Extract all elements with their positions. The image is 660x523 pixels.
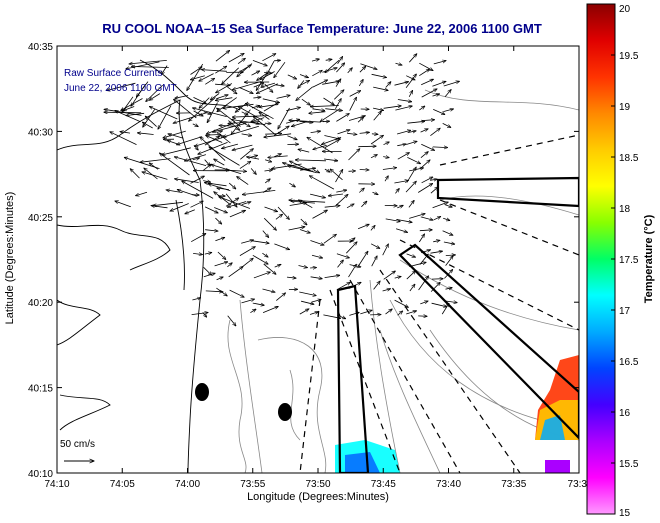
colorbar-tick-label: 18.5 xyxy=(619,153,639,164)
current-vector xyxy=(360,170,369,171)
y-tick-label: 40:15 xyxy=(28,384,53,395)
plot-area xyxy=(57,46,579,473)
x-tick-label: 74:00 xyxy=(175,479,200,490)
colorbar-tick-label: 17 xyxy=(619,306,631,317)
current-vector xyxy=(310,268,316,269)
y-tick-label: 40:30 xyxy=(28,127,53,138)
map-title: RU COOL NOAA–15 Sea Surface Temperature:… xyxy=(102,21,542,36)
colorbar-tick-label: 15.5 xyxy=(619,459,639,470)
current-vector xyxy=(372,134,378,135)
x-tick-label: 73:40 xyxy=(436,479,461,490)
y-tick-label: 40:35 xyxy=(28,42,53,53)
colorbar-tick-label: 18 xyxy=(619,204,631,215)
colorbar-tick-label: 20 xyxy=(619,4,631,15)
x-axis-label: Longitude (Degrees:Minutes) xyxy=(247,491,389,503)
x-tick-label: 74:05 xyxy=(110,479,135,490)
x-tick-label: 73:3 xyxy=(568,479,588,490)
y-tick-label: 40:25 xyxy=(28,213,53,224)
colorbar-tick-label: 17.5 xyxy=(619,255,639,266)
y-axis-label: Latitude (Degrees:Minutes) xyxy=(4,192,16,325)
colorbar-tick-label: 16.5 xyxy=(619,357,639,368)
scale-label: 50 cm/s xyxy=(60,439,95,450)
sst-patch-purple xyxy=(545,460,570,473)
buoy-marker-east xyxy=(278,403,292,421)
current-vector xyxy=(274,60,281,61)
current-vector xyxy=(323,121,330,122)
colorbar xyxy=(587,4,615,514)
x-tick-label: 74:10 xyxy=(44,479,69,490)
colorbar-tick-label: 16 xyxy=(619,408,631,419)
colorbar-label: Temperature (°C) xyxy=(643,214,655,303)
colorbar-tick-label: 15 xyxy=(619,508,631,518)
x-tick-label: 73:35 xyxy=(501,479,526,490)
inset-label-line2: June 22, 2006 1100 GMT xyxy=(64,83,177,94)
inset-label-line1: Raw Surface Currents xyxy=(64,68,162,79)
y-tick-label: 40:20 xyxy=(28,298,53,309)
colorbar-tick-label: 19.5 xyxy=(619,51,639,62)
buoy-marker-west xyxy=(195,383,209,401)
y-tick-label: 40:10 xyxy=(28,469,53,480)
x-tick-label: 73:45 xyxy=(371,479,396,490)
current-vector xyxy=(358,146,376,147)
colorbar-tick-label: 19 xyxy=(619,102,631,113)
x-tick-label: 73:50 xyxy=(305,479,330,490)
x-tick-label: 73:55 xyxy=(240,479,265,490)
